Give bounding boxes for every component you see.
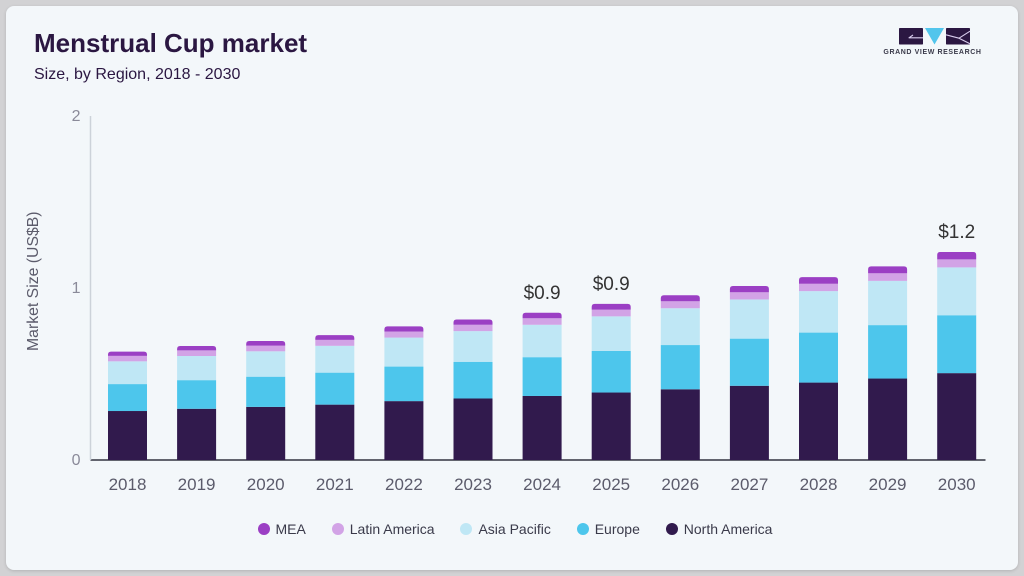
svg-text:2019: 2019 — [178, 475, 216, 494]
svg-text:2027: 2027 — [730, 475, 768, 494]
svg-text:2: 2 — [72, 108, 81, 125]
svg-text:2030: 2030 — [938, 475, 976, 494]
svg-text:2028: 2028 — [800, 475, 838, 494]
svg-text:2023: 2023 — [454, 475, 492, 494]
svg-text:2025: 2025 — [592, 475, 630, 494]
svg-text:2020: 2020 — [247, 475, 285, 494]
svg-text:2029: 2029 — [869, 475, 907, 494]
svg-text:2026: 2026 — [661, 475, 699, 494]
svg-text:2022: 2022 — [385, 475, 423, 494]
svg-text:2021: 2021 — [316, 475, 354, 494]
svg-text:1: 1 — [72, 280, 81, 297]
svg-text:2018: 2018 — [109, 475, 147, 494]
svg-text:$0.9: $0.9 — [524, 283, 561, 304]
svg-text:$1.2: $1.2 — [938, 222, 975, 243]
svg-text:2024: 2024 — [523, 475, 561, 494]
svg-text:0: 0 — [72, 452, 81, 469]
svg-text:$0.9: $0.9 — [593, 274, 630, 295]
